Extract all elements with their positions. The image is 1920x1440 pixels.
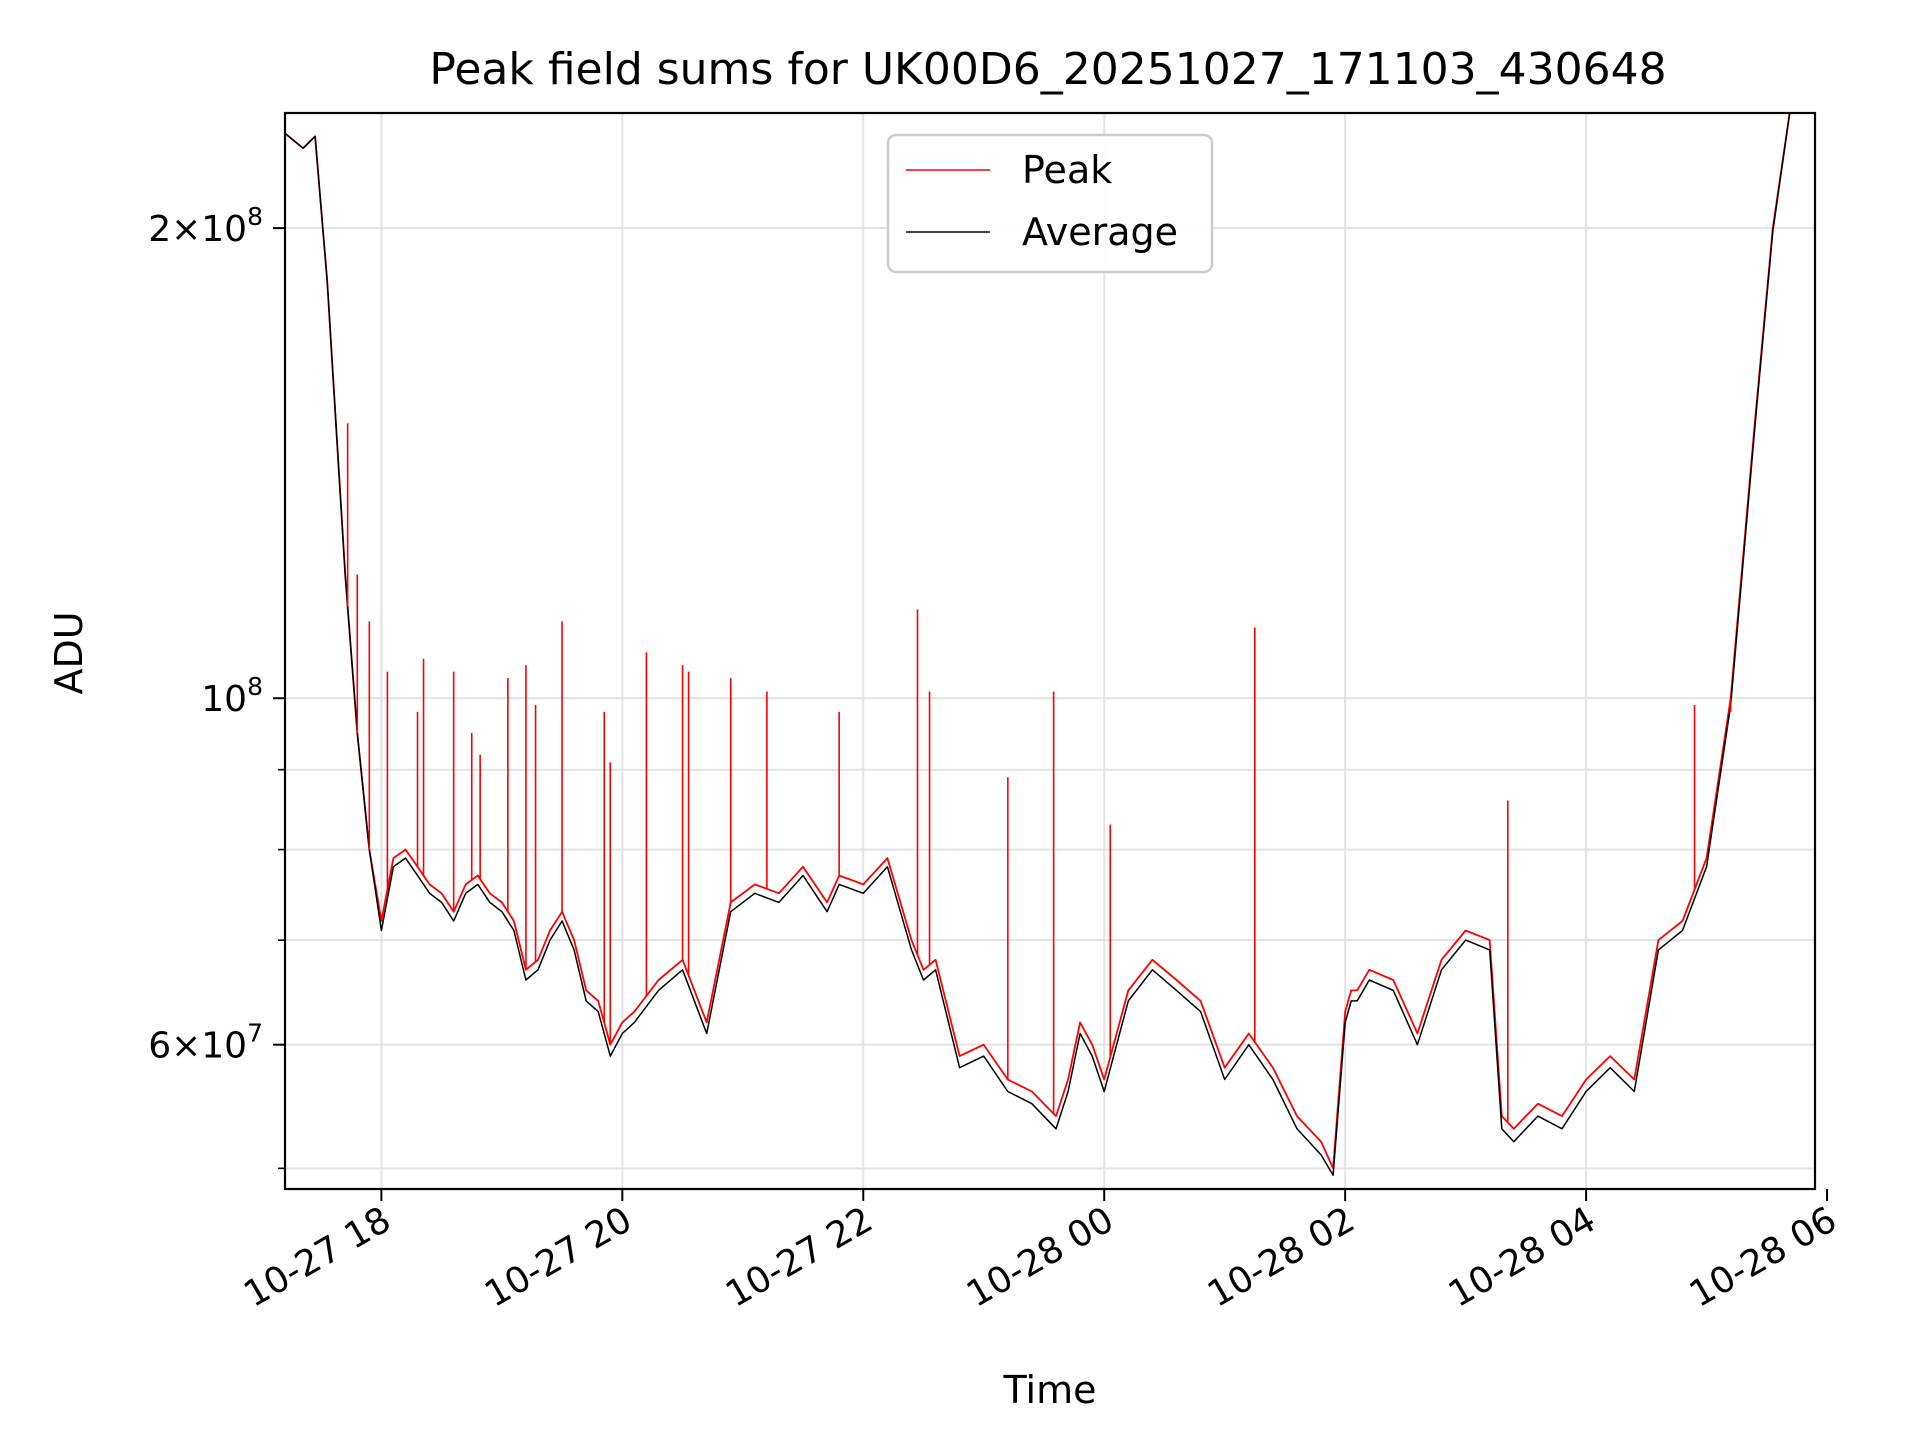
- y-tick-label: 108: [201, 672, 263, 720]
- y-axis-label: ADU: [47, 611, 91, 694]
- x-axis-label: Time: [1003, 1368, 1097, 1412]
- grid-lines: [285, 113, 1815, 1189]
- y-axis-ticks: 6×107 108 2×108: [148, 202, 285, 1170]
- legend-label-average: Average: [1022, 210, 1178, 254]
- plot-series: [285, 113, 1791, 1176]
- y-tick-label: 6×107: [148, 1019, 263, 1067]
- plot-frame: [283, 111, 1817, 1191]
- y-tick-label: 2×108: [148, 202, 263, 250]
- legend: Peak Average: [886, 133, 1214, 274]
- legend-label-peak: Peak: [1022, 148, 1112, 192]
- series-line-peak: [285, 113, 1791, 1170]
- chart-title: Peak field sums for UK00D6_20251027_1711…: [429, 44, 1666, 95]
- series-line-average: [285, 113, 1791, 1176]
